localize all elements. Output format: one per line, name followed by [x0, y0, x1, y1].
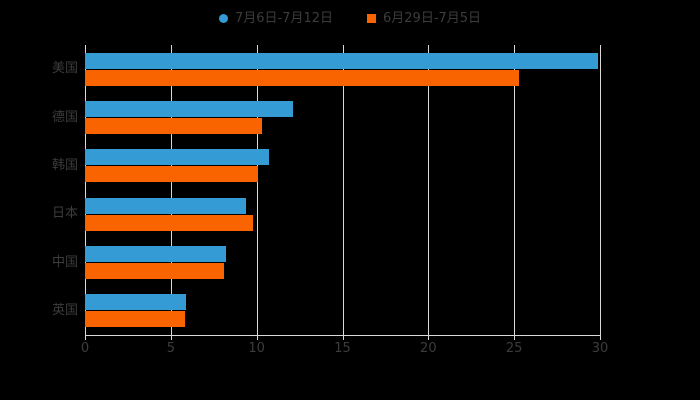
y-tick-label: 英国: [51, 302, 78, 318]
bar-1[interactable]: [85, 52, 599, 69]
x-tick-mark: [170, 335, 172, 340]
gridline: [428, 45, 430, 335]
chart-legend: 7月6日-7月12日 6月29日-7月5日: [0, 0, 700, 36]
y-axis-line: [85, 45, 86, 335]
plot-area: [85, 45, 600, 335]
bar-2[interactable]: [85, 69, 520, 86]
x-tick-label: 20: [420, 341, 437, 356]
x-tick-label: 15: [334, 341, 351, 356]
dot-icon: [218, 13, 228, 23]
bar-1[interactable]: [85, 294, 187, 311]
bar-2[interactable]: [85, 166, 259, 183]
bar-1[interactable]: [85, 101, 293, 117]
legend-entry-series-2[interactable]: 6月29日-7月5日: [367, 12, 481, 25]
x-tick-mark: [256, 335, 258, 340]
y-tick-label: 韩国: [51, 157, 78, 173]
y-tick-label: 日本: [51, 206, 78, 222]
bar-1[interactable]: [85, 197, 247, 214]
legend-label-series-2: 6月29日-7月5日: [383, 10, 482, 26]
y-tick-label: 中国: [51, 254, 78, 270]
gridline: [256, 45, 258, 335]
gridline: [514, 45, 516, 335]
x-tick-mark: [600, 335, 601, 340]
gridline: [342, 45, 344, 335]
legend-label-series-1: 7月6日-7月12日: [234, 10, 333, 26]
bar-1[interactable]: [85, 149, 269, 166]
legend-entry-series-1[interactable]: 7月6日-7月12日: [218, 10, 333, 26]
bar-2[interactable]: [85, 118, 262, 134]
bar-2[interactable]: [85, 263, 225, 279]
gridline: [170, 45, 172, 335]
square-icon: [367, 13, 376, 23]
x-tick-label: 5: [166, 341, 175, 356]
y-tick-label: 德国: [51, 109, 78, 125]
x-tick-label: 25: [505, 341, 523, 356]
bar-2[interactable]: [85, 311, 185, 328]
x-tick-label: 30: [591, 341, 609, 356]
x-tick-mark: [428, 335, 430, 340]
bar-1[interactable]: [85, 246, 226, 262]
x-tick-mark: [342, 335, 344, 340]
x-tick-mark: [514, 335, 516, 340]
y-tick-label: 美国: [51, 61, 78, 77]
bar-2[interactable]: [85, 214, 254, 231]
x-tick-label: 10: [248, 341, 265, 356]
gridline: [600, 45, 601, 335]
x-tick-mark: [85, 335, 86, 340]
x-tick-label: 0: [80, 341, 90, 356]
